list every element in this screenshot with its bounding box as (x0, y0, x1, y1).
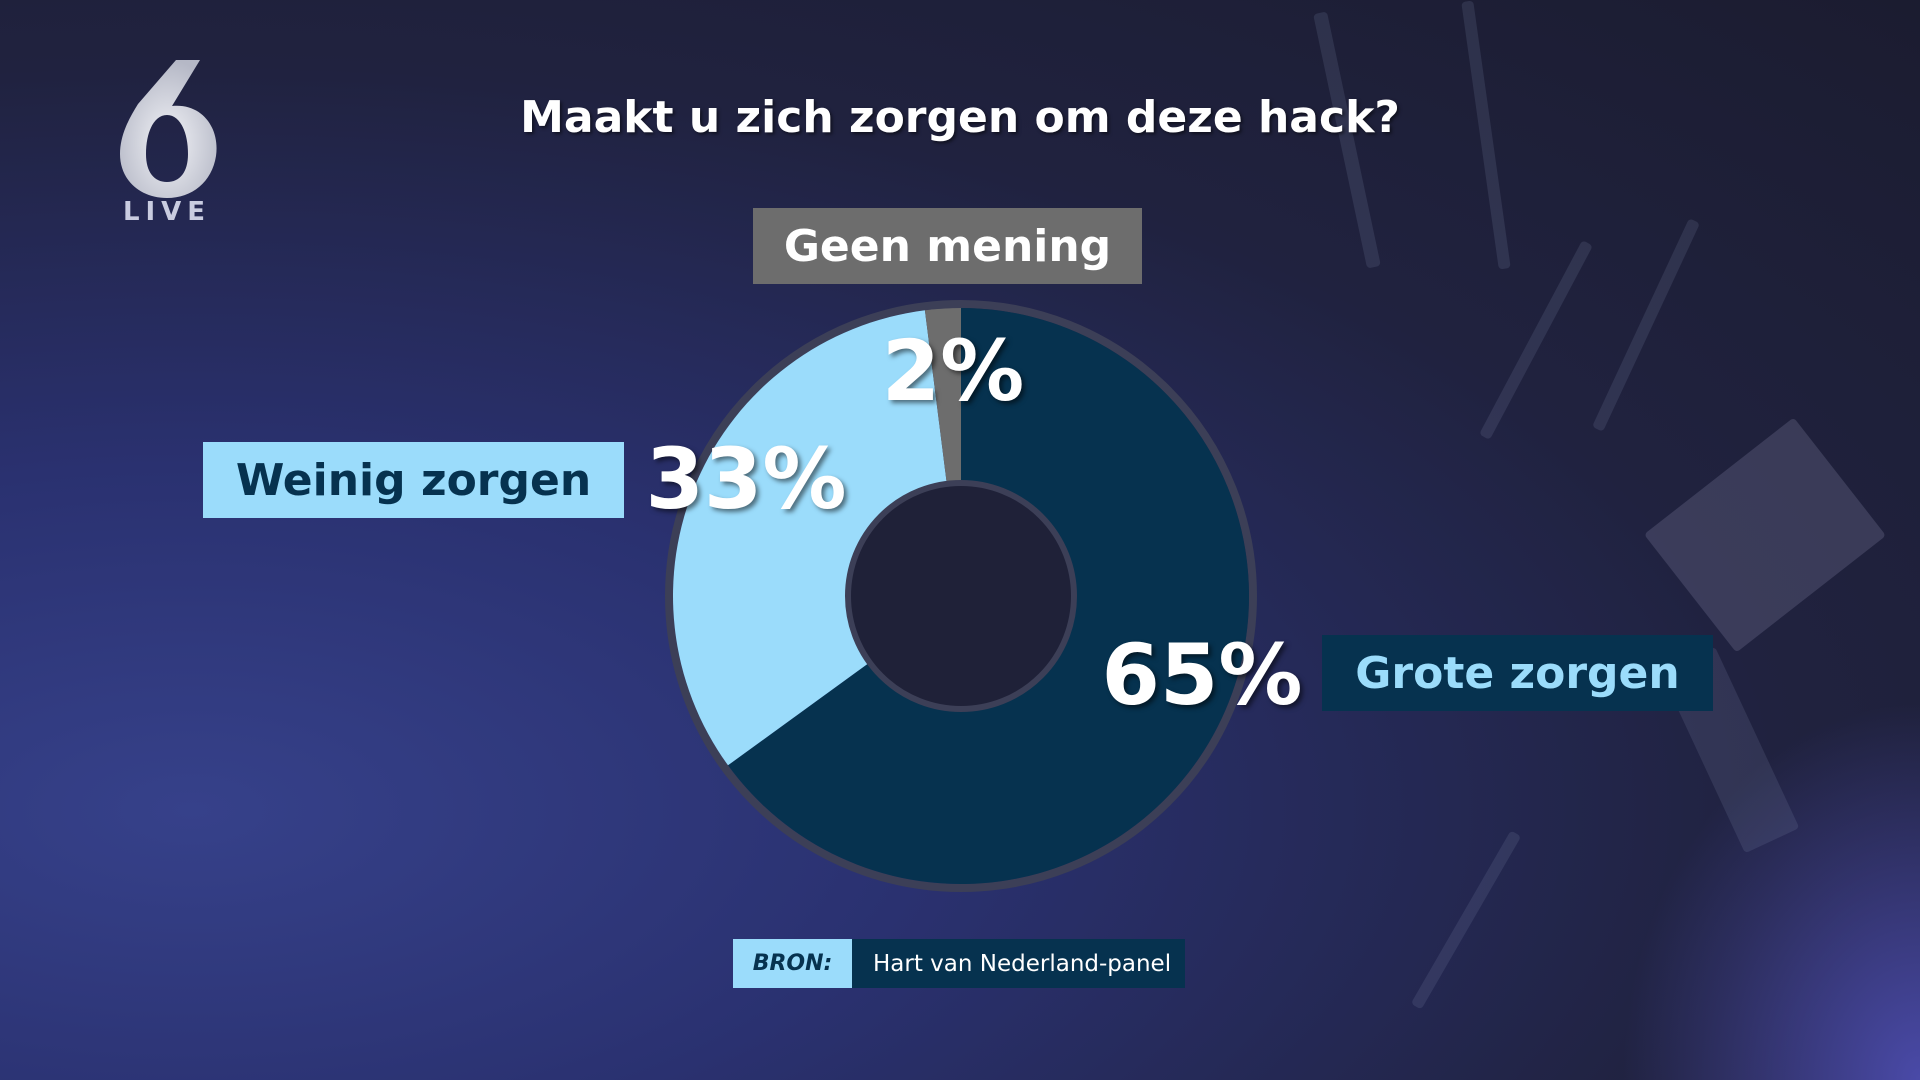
chart-title: Maakt u zich zorgen om deze hack? (520, 92, 1400, 143)
donut-hole (845, 480, 1077, 712)
source-value: Hart van Nederland-panel (852, 939, 1185, 988)
source-label: BRON: (733, 939, 852, 988)
data-label-weinig-zorgen: 33% (645, 430, 847, 528)
source-bar: BRON: Hart van Nederland-panel (733, 939, 1185, 988)
channel-logo: LIVE (120, 60, 217, 223)
donut-outer-ring (665, 300, 1257, 892)
background-glow (1620, 700, 1920, 1080)
data-label-grote-zorgen: 65% (1101, 626, 1303, 724)
data-label-geen-mening: 2% (881, 322, 1025, 420)
donut-slice-weinig-zorgen (673, 310, 961, 766)
legend-label-grote-zorgen: Grote zorgen (1322, 635, 1713, 711)
legend-label-weinig-zorgen: Weinig zorgen (203, 442, 624, 518)
logo-text: LIVE (123, 197, 211, 223)
legend-label-geen-mening: Geen mening (753, 208, 1142, 284)
